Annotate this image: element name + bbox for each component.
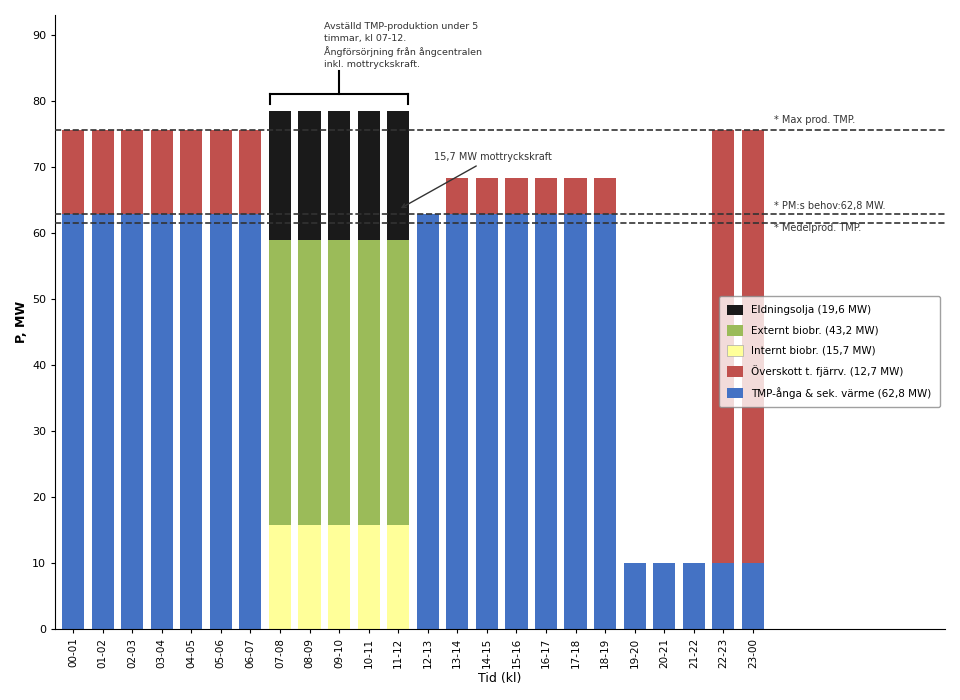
Bar <box>239 130 261 214</box>
Text: * PM:s behov:62,8 MW.: * PM:s behov:62,8 MW. <box>774 201 885 211</box>
Bar <box>239 214 261 629</box>
Bar <box>624 563 646 629</box>
Bar <box>151 130 173 214</box>
Bar <box>357 240 380 525</box>
Bar <box>387 525 409 629</box>
Bar <box>387 240 409 525</box>
Bar <box>151 214 173 629</box>
Bar <box>712 563 734 629</box>
Bar <box>91 130 113 214</box>
Bar <box>328 111 350 240</box>
Bar <box>712 130 734 563</box>
Bar <box>62 130 84 214</box>
Bar <box>417 214 439 629</box>
Text: * Medelprod. TMP.: * Medelprod. TMP. <box>774 223 861 232</box>
Text: 15,7 MW mottryckskraft: 15,7 MW mottryckskraft <box>402 152 552 207</box>
Bar <box>209 214 232 629</box>
Bar <box>564 178 587 214</box>
Bar <box>476 178 498 214</box>
Bar <box>299 525 321 629</box>
X-axis label: Tid (kl): Tid (kl) <box>478 672 522 685</box>
Bar <box>121 214 143 629</box>
Bar <box>535 214 557 629</box>
Bar <box>180 214 203 629</box>
Bar <box>387 111 409 240</box>
Bar <box>742 563 764 629</box>
Bar <box>269 525 291 629</box>
Bar <box>269 111 291 240</box>
Text: * Max prod. TMP.: * Max prod. TMP. <box>774 116 854 125</box>
Bar <box>505 178 527 214</box>
Bar <box>446 214 468 629</box>
Bar <box>328 240 350 525</box>
Bar <box>357 525 380 629</box>
Bar <box>357 111 380 240</box>
Bar <box>564 214 587 629</box>
Bar <box>476 214 498 629</box>
Bar <box>180 130 203 214</box>
Bar <box>446 178 468 214</box>
Bar <box>594 178 616 214</box>
Bar <box>121 130 143 214</box>
Bar <box>653 563 675 629</box>
Bar <box>62 214 84 629</box>
Bar <box>742 130 764 563</box>
Bar <box>535 178 557 214</box>
Bar <box>209 130 232 214</box>
Bar <box>269 240 291 525</box>
Bar <box>299 240 321 525</box>
Bar <box>594 214 616 629</box>
Bar <box>299 111 321 240</box>
Y-axis label: P, MW: P, MW <box>15 301 28 343</box>
Text: Avställd TMP-produktion under 5
timmar, kl 07-12.
Ångförsörjning från ångcentral: Avställd TMP-produktion under 5 timmar, … <box>324 22 482 69</box>
Legend: Eldningsolja (19,6 MW), Externt biobr. (43,2 MW), Internt biobr. (15,7 MW), Över: Eldningsolja (19,6 MW), Externt biobr. (… <box>719 296 940 407</box>
Bar <box>91 214 113 629</box>
Bar <box>505 214 527 629</box>
Bar <box>328 525 350 629</box>
Bar <box>683 563 705 629</box>
